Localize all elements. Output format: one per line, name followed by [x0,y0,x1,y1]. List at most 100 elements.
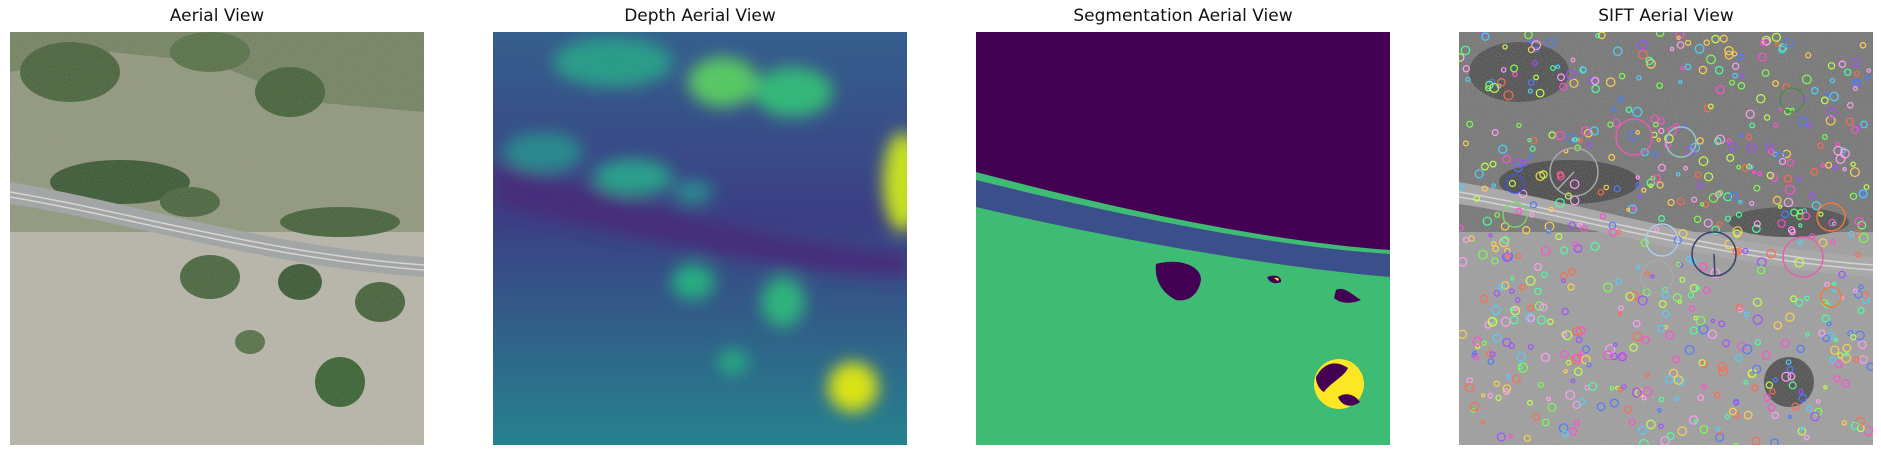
sift-keypoint [1724,46,1734,56]
sift-keypoint [1833,337,1839,342]
sift-keypoint [1481,393,1486,398]
sift-keypoint [1656,82,1664,89]
sift-keypoint [1697,394,1705,402]
sift-keypoint [1503,247,1511,255]
sift-keypoint [1608,228,1618,237]
sift-keypoint [1529,145,1536,152]
sift-keypoint [1495,394,1502,402]
sift-keypoint [1724,50,1734,60]
sift-keypoint [1669,46,1675,52]
sift-keypoint [1459,329,1467,339]
sift-keypoint [1751,384,1759,392]
sift-keypoint [1719,34,1728,43]
sift-keypoint [1539,170,1548,179]
sift-keypoint [1757,171,1763,177]
sift-keypoint [1822,334,1830,342]
sift-keypoint [1522,226,1531,235]
sift-keypoint [1557,73,1565,82]
sift-keypoint [1652,150,1659,157]
sift-keypoint [1677,197,1685,206]
sift-keypoint [1656,181,1664,189]
sift-keypoint [1536,315,1547,325]
sift-keypoint [1708,193,1719,203]
sift-keypoint [1502,154,1511,164]
sift-keypoint [1788,381,1797,390]
sift-keypoint [1506,374,1512,380]
sift-keypoint [1617,96,1625,103]
sift-keypoint [1560,246,1569,255]
sift-keypoint [1815,399,1821,404]
sift-keypoint [1858,189,1868,199]
sift-keypoint [1852,85,1858,91]
sift-keypoint [1854,229,1861,237]
sift-keypoint [1688,415,1699,425]
sift-keypoint [1849,192,1858,200]
sift-keypoint [1575,336,1583,344]
sift-keypoint [1772,195,1782,205]
sift-keypoint [1770,438,1779,445]
sift-keypoint [1586,362,1592,368]
sift-keypoint [1491,128,1499,136]
sift-keypoint [1595,33,1601,39]
sift-keypoint [1541,418,1550,427]
sift-keypoint [1573,419,1580,427]
sift-keypoint [1767,403,1776,412]
sift-keypoint [1516,352,1526,362]
sift-keypoint [1834,360,1843,369]
sift-keypoint [1460,45,1471,56]
sift-keypoint [1762,37,1771,46]
sift-keypoint [1481,32,1490,41]
sift-keypoint [1600,213,1607,220]
sift-keypoint [1658,127,1665,135]
sift-keypoint [1494,212,1501,218]
sift-keypoint [1498,283,1505,291]
sift-keypoint [1742,247,1749,255]
sift-keypoint [1805,332,1810,337]
sift-keypoint [1848,230,1855,238]
sift-keypoint [1591,84,1600,94]
sift-keypoint [1559,82,1568,92]
sift-keypoint [1527,88,1533,94]
sift-keypoint [1699,262,1708,271]
sift-keypoint [1459,224,1464,232]
sift-keypoint [1537,381,1544,388]
sift-keypoint [1735,303,1743,311]
sift-keypoint [1675,261,1681,267]
sift-keypoint [1570,378,1576,384]
sift-keypoint [1866,68,1872,73]
sift-keypoint [1572,400,1581,409]
sift-keypoint [1861,291,1869,299]
sift-keypoint [1676,377,1685,386]
sift-keypoint [1732,62,1740,70]
sift-keypoint [1713,137,1722,146]
sift-keypoint [1596,402,1606,412]
sift-keypoint [1820,96,1829,105]
sift-keypoint [1852,288,1858,294]
sift-keypoint [1859,355,1868,364]
sift-keypoint [1657,117,1665,125]
sift-keypoint [1711,225,1720,235]
panel-title: Segmentation Aerial View [1073,6,1293,26]
sift-keypoint [1646,419,1656,430]
sift-keypoint [1574,367,1583,376]
sift-keypoint [1617,311,1623,316]
panel-title: Aerial View [169,6,265,26]
sift-keypoint [1581,354,1591,365]
sift-keypoint [1533,74,1539,81]
sift-keypoint [1752,314,1763,325]
sift-keypoint [1827,62,1836,70]
sift-keypoint [1655,32,1665,37]
sift-keypoint [1502,337,1512,347]
sift-keypoint [1688,305,1696,312]
sift-keypoint [1763,393,1771,402]
sift-keypoint [1632,319,1641,328]
sift-keypoint [1745,109,1755,119]
sift-keypoint [1854,216,1864,226]
sift-keypoint [1714,391,1721,399]
sift-keypoint [1753,220,1761,228]
sift-keypoint [1487,316,1498,327]
sift-keypoint [1680,65,1685,71]
sift-keypoint [1766,171,1775,180]
sift-keypoint [1491,257,1499,265]
sift-keypoint [1605,77,1616,87]
